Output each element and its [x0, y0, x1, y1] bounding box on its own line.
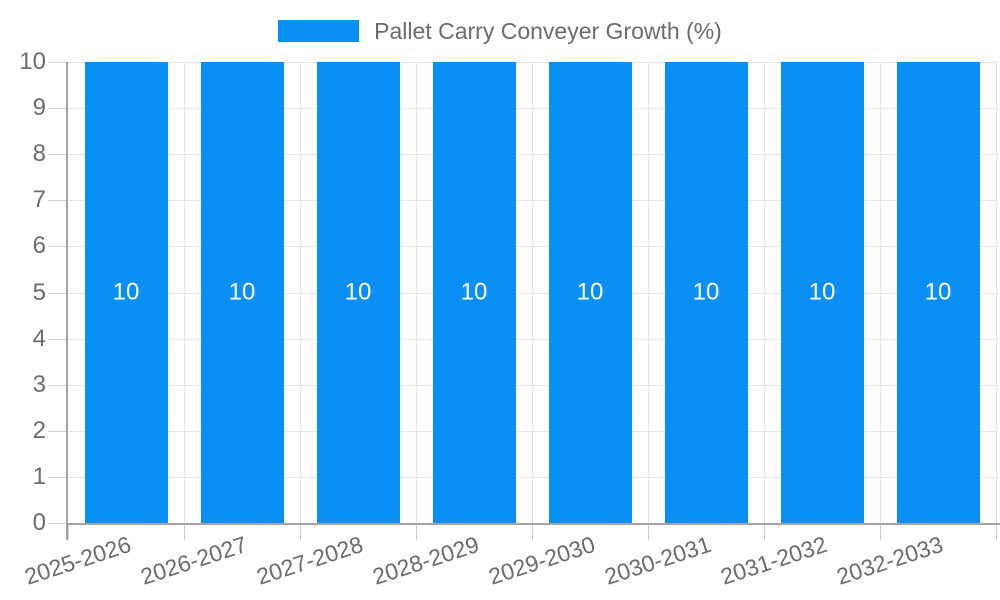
vertical-gridline [764, 62, 765, 523]
legend-swatch[interactable] [278, 20, 360, 42]
vertical-gridline [880, 62, 881, 523]
y-axis-tick [48, 384, 68, 386]
legend-label[interactable]: Pallet Carry Conveyer Growth (%) [374, 17, 722, 44]
x-category-label: 2027-2028 [253, 531, 367, 590]
x-axis-tick [300, 523, 301, 540]
y-axis-tick [48, 108, 68, 110]
y-axis-tick [48, 476, 68, 478]
bar[interactable]: 10 [548, 62, 632, 523]
y-axis-tick [48, 154, 68, 156]
x-axis-tick [416, 523, 417, 540]
x-axis-tick [880, 523, 881, 540]
x-category-label: 2025-2026 [21, 531, 135, 590]
x-axis-tick [532, 523, 533, 540]
x-category-label: 2026-2027 [137, 531, 251, 590]
y-tick-label: 0 [32, 509, 46, 536]
vertical-gridline [416, 62, 417, 523]
vertical-gridline [996, 62, 997, 523]
bar-value-label: 10 [228, 277, 256, 305]
bar-value-label: 10 [576, 277, 604, 305]
bar-value-label: 10 [112, 277, 140, 305]
bar[interactable]: 10 [780, 62, 864, 523]
y-tick-label: 9 [32, 94, 46, 122]
vertical-gridline [532, 62, 533, 523]
x-category-label: 2029-2030 [485, 531, 599, 590]
x-category-label: 2032-2033 [833, 531, 947, 590]
vertical-gridline [300, 62, 301, 523]
x-category-label: 2031-2032 [717, 531, 831, 590]
x-axis-line [66, 523, 1000, 525]
y-axis-tick [48, 523, 68, 524]
x-axis-tick [764, 523, 765, 540]
bar-value-label: 10 [924, 277, 952, 305]
y-tick-label: 1 [32, 462, 46, 490]
bar-value-label: 10 [344, 277, 372, 305]
y-tick-label: 10 [19, 48, 46, 75]
y-tick-label: 2 [32, 416, 46, 444]
x-axis-tick [996, 523, 997, 540]
y-axis-tick [48, 292, 68, 294]
bar-value-label: 10 [460, 277, 488, 305]
y-axis-tick [48, 430, 68, 432]
x-category-label: 2030-2031 [601, 531, 715, 590]
bar[interactable]: 10 [664, 62, 748, 523]
y-axis-tick [48, 200, 68, 202]
bar[interactable]: 10 [896, 62, 980, 523]
x-axis-tick [68, 523, 69, 540]
bar[interactable]: 10 [316, 62, 400, 523]
vertical-gridline [184, 62, 185, 523]
y-tick-label: 7 [32, 186, 46, 214]
vertical-gridline [648, 62, 649, 523]
y-tick-label: 6 [32, 232, 46, 260]
y-axis-tick [48, 246, 68, 248]
x-axis-tick [184, 523, 185, 540]
x-category-label: 2028-2029 [369, 531, 483, 590]
y-axis-tick [48, 338, 68, 340]
y-axis-tick [48, 62, 68, 63]
y-tick-label: 8 [32, 140, 46, 168]
bar-value-label: 10 [692, 277, 720, 305]
bar[interactable]: 10 [432, 62, 516, 523]
y-tick-label: 4 [32, 324, 46, 352]
bar[interactable]: 10 [200, 62, 284, 523]
bar-value-label: 10 [808, 277, 836, 305]
bar[interactable]: 10 [84, 62, 168, 523]
x-axis-tick [648, 523, 649, 540]
legend[interactable]: Pallet Carry Conveyer Growth (%) [0, 13, 1000, 49]
y-tick-label: 3 [32, 370, 46, 398]
y-tick-label: 5 [32, 278, 46, 306]
y-axis-line [66, 62, 68, 540]
